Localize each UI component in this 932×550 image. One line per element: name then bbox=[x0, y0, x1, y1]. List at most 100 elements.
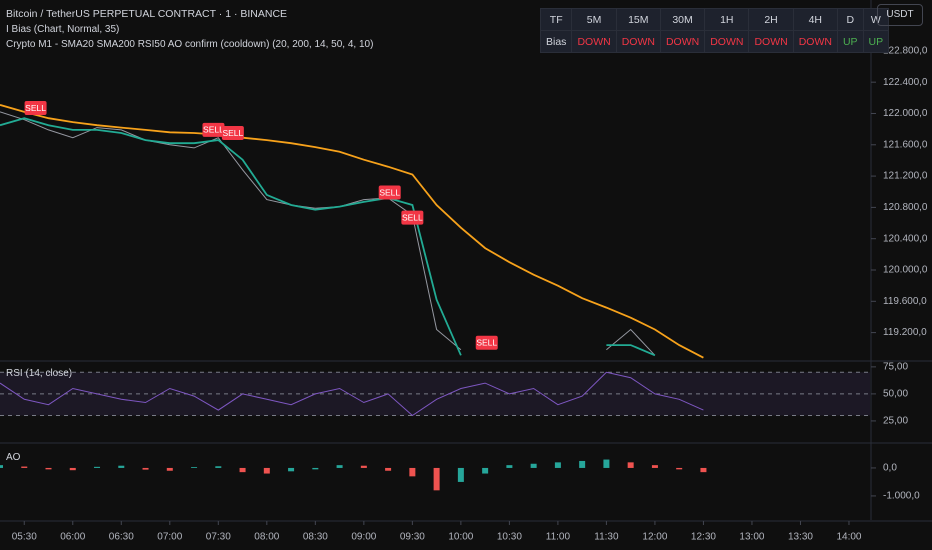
ao-bar bbox=[142, 467, 149, 470]
x-tick-label: 06:30 bbox=[109, 532, 134, 543]
y-tick-label: 122.800,0 bbox=[883, 46, 928, 57]
x-tick-label: 10:30 bbox=[497, 532, 522, 543]
indicator-label: Crypto M1 - SMA20 SMA200 RSI50 AO confir… bbox=[6, 39, 374, 50]
signal-label: SELL bbox=[476, 338, 497, 348]
x-tick-label: 07:00 bbox=[157, 532, 182, 543]
ao-bar bbox=[651, 465, 658, 468]
bias-table: TF 5M 15M 30M 1H 2H 4H D W Bias DOWN DOW… bbox=[539, 8, 890, 53]
ao-bar bbox=[166, 467, 173, 471]
cell: UP bbox=[836, 30, 864, 53]
ao-bar bbox=[94, 466, 101, 468]
ao-bar bbox=[482, 467, 489, 474]
signal-label: SELL bbox=[25, 103, 46, 113]
ao-bar bbox=[554, 462, 561, 468]
x-tick-label: 05:30 bbox=[12, 532, 37, 543]
ao-bar bbox=[215, 466, 222, 468]
ao-bar bbox=[118, 465, 125, 468]
cell: DOWN bbox=[792, 30, 838, 53]
y-tick-label: 119.600,0 bbox=[883, 296, 927, 307]
ao-bar bbox=[676, 467, 683, 470]
x-tick-label: 11:30 bbox=[594, 532, 619, 543]
x-tick-label: 09:00 bbox=[351, 532, 376, 543]
signal-label: SELL bbox=[402, 212, 423, 222]
currency-button[interactable]: USDT bbox=[877, 4, 923, 26]
ao-bar bbox=[506, 465, 513, 468]
cell: 4H bbox=[792, 8, 838, 31]
ao-bar bbox=[603, 459, 610, 468]
x-tick-label: 09:30 bbox=[400, 532, 425, 543]
signal-marker bbox=[221, 126, 244, 141]
series-line bbox=[0, 117, 656, 357]
signal-label: SELL bbox=[222, 128, 243, 138]
signal-label: SELL bbox=[203, 125, 224, 135]
x-tick-label: 12:30 bbox=[691, 532, 716, 543]
series-line bbox=[0, 104, 704, 359]
cell: DOWN bbox=[748, 30, 794, 53]
x-tick-label: 06:00 bbox=[60, 532, 85, 543]
x-tick-label: 11:00 bbox=[546, 532, 571, 543]
cell: 15M bbox=[615, 8, 661, 31]
signal-marker bbox=[475, 335, 498, 350]
ao-bar bbox=[385, 467, 392, 471]
y-tick-label: 121.600,0 bbox=[883, 139, 928, 150]
ao-bar bbox=[409, 467, 416, 477]
ao-bar bbox=[239, 467, 246, 473]
cell: DOWN bbox=[615, 30, 661, 53]
ao-bar bbox=[579, 460, 586, 468]
y-tick-label: 120.800,0 bbox=[883, 202, 928, 213]
signal-marker bbox=[24, 101, 47, 115]
y-tick-label: 122.000,0 bbox=[883, 108, 928, 119]
cell: 5M bbox=[571, 8, 617, 31]
cell: DOWN bbox=[704, 30, 750, 53]
x-tick-label: 07:30 bbox=[206, 532, 231, 543]
signal-marker bbox=[401, 210, 424, 225]
y-tick-label: -1.000,0 bbox=[883, 491, 920, 502]
ao-bar bbox=[191, 467, 198, 468]
cell: D bbox=[836, 8, 864, 31]
y-tick-label: 120.400,0 bbox=[883, 233, 928, 244]
cell: DOWN bbox=[659, 30, 706, 53]
signal-marker bbox=[378, 185, 401, 200]
cell: UP bbox=[862, 30, 890, 53]
cell: Bias bbox=[539, 30, 573, 53]
signal-label: SELL bbox=[379, 187, 400, 197]
x-tick-label: 08:00 bbox=[254, 532, 279, 543]
pane bbox=[0, 459, 707, 491]
ao-bar bbox=[530, 463, 537, 468]
cell: DOWN bbox=[571, 30, 617, 53]
y-tick-label: 0,0 bbox=[883, 463, 897, 474]
series-line bbox=[0, 111, 656, 356]
ao-bar bbox=[433, 467, 440, 491]
indicator-label: I Bias (Chart, Normal, 35) bbox=[6, 24, 120, 35]
y-tick-label: 75,00 bbox=[883, 362, 908, 373]
x-tick-label: 10:00 bbox=[448, 532, 473, 543]
y-tick-label: 120.000,0 bbox=[883, 265, 928, 276]
ao-bar bbox=[21, 466, 28, 468]
series-line bbox=[0, 371, 704, 417]
ao-bar bbox=[263, 467, 270, 474]
ao-bar bbox=[457, 467, 464, 482]
ao-bar bbox=[69, 467, 76, 471]
y-tick-label: 119.200,0 bbox=[883, 327, 927, 338]
ao-bar bbox=[45, 467, 52, 470]
ao-bar bbox=[627, 462, 634, 468]
cell: TF bbox=[539, 8, 573, 31]
ao-label: AO bbox=[6, 452, 21, 463]
ao-bar bbox=[312, 467, 319, 470]
y-tick-label: 121.200,0 bbox=[883, 171, 928, 182]
signal-marker bbox=[202, 122, 225, 137]
ao-bar bbox=[360, 465, 367, 468]
symbol-title: Bitcoin / TetherUS PERPETUAL CONTRACT · … bbox=[6, 8, 288, 20]
x-tick-label: 14:00 bbox=[836, 532, 861, 543]
y-tick-label: 50,00 bbox=[883, 389, 908, 400]
x-tick-label: 08:30 bbox=[303, 532, 328, 543]
cell: 1H bbox=[704, 8, 750, 31]
rsi-label: RSI (14, close) bbox=[6, 368, 73, 379]
y-tick-label: 25,00 bbox=[883, 416, 908, 427]
x-tick-label: 12:00 bbox=[642, 532, 667, 543]
cell: 2H bbox=[748, 8, 794, 31]
cell: 30M bbox=[659, 8, 706, 31]
